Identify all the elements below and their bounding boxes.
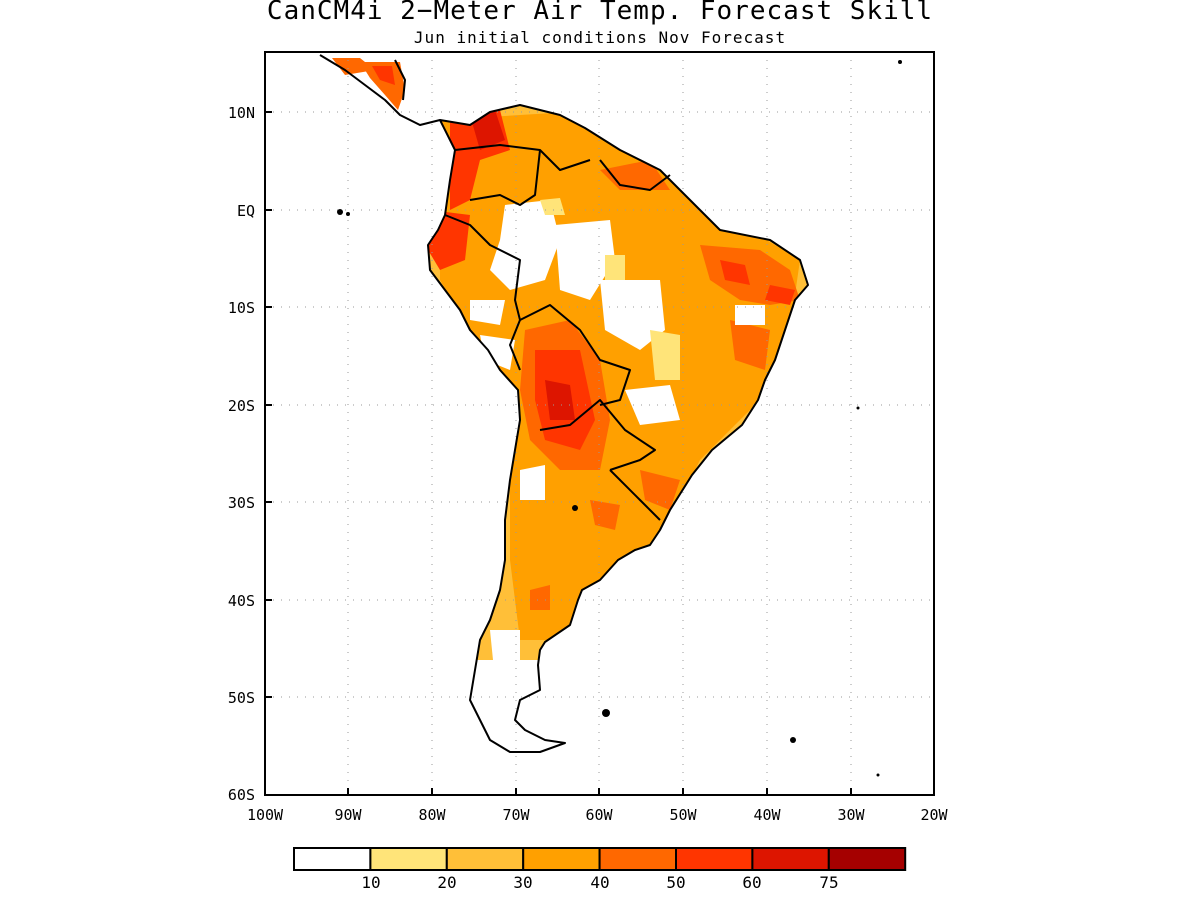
lon-tick-label: 100W (247, 806, 284, 824)
colorbar-label: 20 (437, 873, 456, 892)
lon-tick-label: 90W (334, 806, 362, 824)
colorbar-swatch (293, 847, 372, 871)
lon-tick-label: 70W (502, 806, 530, 824)
colorbar-swatch (369, 847, 448, 871)
lat-tick-label: 40S (228, 592, 255, 610)
lat-tick-label: 20S (228, 397, 255, 415)
lon-tick-label: 40W (753, 806, 781, 824)
islands (337, 60, 902, 777)
lon-axis (347, 788, 852, 795)
lon-tick-label: 60W (585, 806, 613, 824)
colorbar-labels: 10 20 30 40 50 60 75 (361, 873, 838, 892)
colorbar-label: 40 (590, 873, 609, 892)
lat-tick-label: 10S (228, 299, 255, 317)
colorbar-label: 30 (513, 873, 532, 892)
colorbar-label: 10 (361, 873, 380, 892)
colorbar-label: 75 (819, 873, 838, 892)
lat-tick-label: EQ (237, 202, 255, 220)
map-title: CanCM4i 2−Meter Air Temp. Forecast Skill (266, 0, 934, 26)
lat-tick-label: 50S (228, 689, 255, 707)
colorbar-label: 50 (666, 873, 685, 892)
coastlines (319, 54, 809, 753)
colorbar-swatch (522, 847, 601, 871)
lon-tick-label: 30W (837, 806, 865, 824)
colorbar-label: 60 (742, 873, 761, 892)
lon-tick-label: 50W (669, 806, 697, 824)
colorbar-swatch (751, 847, 830, 871)
lon-tick-label: 20W (920, 806, 948, 824)
colorbar-swatch (598, 847, 677, 871)
colorbar-swatch (827, 847, 907, 871)
lat-tick-label: 30S (228, 494, 255, 512)
lat-tick-label: 60S (228, 786, 255, 804)
map-subtitle: Jun initial conditions Nov Forecast (413, 28, 787, 47)
colorbar-swatch (675, 847, 754, 871)
colorbar (293, 847, 907, 871)
lat-tick-label: 10N (228, 104, 255, 122)
lon-tick-label: 80W (418, 806, 446, 824)
lat-axis (265, 111, 272, 698)
colorbar-swatch (445, 847, 525, 871)
